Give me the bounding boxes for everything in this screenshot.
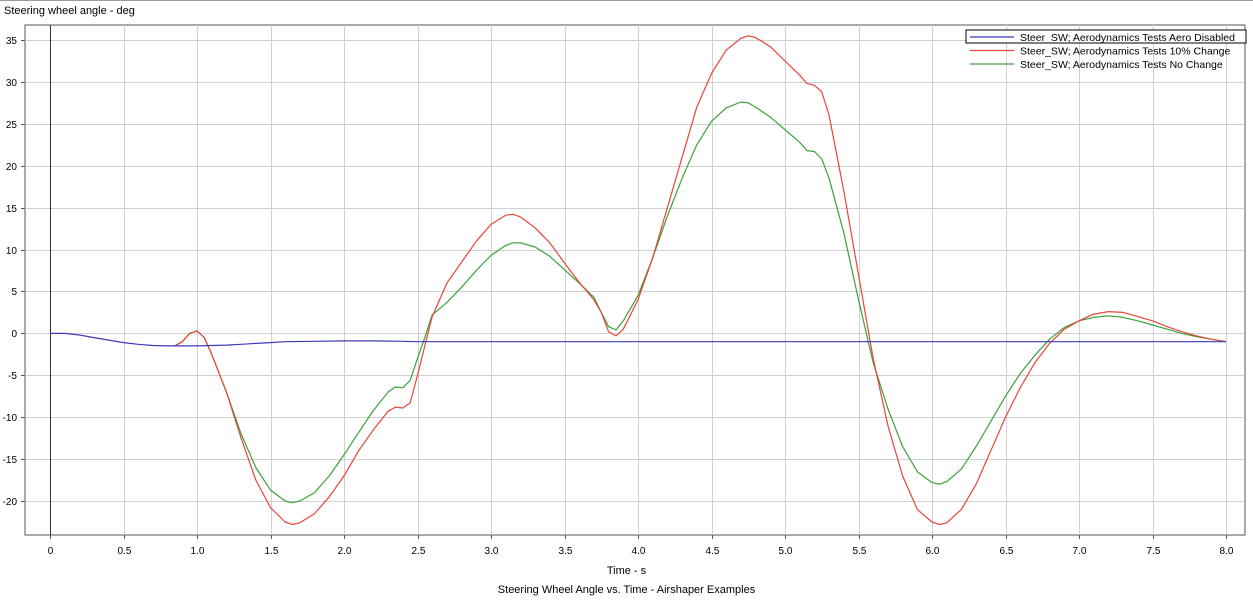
plot-area — [24, 24, 1246, 536]
y-tick-label: 30 — [6, 78, 18, 89]
legend-highlight — [965, 29, 1247, 44]
x-axis-label: Time - s — [606, 565, 647, 577]
y-axis-label: Steering wheel angle - deg — [4, 5, 135, 17]
y-tick-label: 25 — [6, 120, 18, 131]
y-tick-label: 5 — [11, 287, 17, 298]
series-line — [174, 35, 1227, 526]
y-tick-label: 35 — [6, 36, 18, 47]
x-tick-label: 0 — [48, 546, 54, 557]
x-tick-label: 1.5 — [265, 546, 279, 557]
x-tick-label: 0.5 — [118, 546, 132, 557]
chart-title: Steering Wheel Angle vs. Time - Airshape… — [497, 584, 756, 596]
x-tick-label: 3.0 — [485, 546, 499, 557]
x-tick-label: 8.0 — [1220, 546, 1234, 557]
y-tick-label: -20 — [3, 497, 18, 508]
x-tick-label: 5.0 — [779, 546, 793, 557]
x-tick-label: 6.0 — [926, 546, 940, 557]
y-tick-label: 15 — [6, 204, 18, 215]
x-tick-label: 4.5 — [706, 546, 720, 557]
x-tick-label: 2.0 — [338, 546, 352, 557]
x-tick-label: 6.5 — [1000, 546, 1014, 557]
series-line — [174, 101, 1227, 504]
y-tick-label: -15 — [3, 455, 18, 466]
y-tick-label: -10 — [3, 413, 18, 424]
top-border — [0, 0, 1253, 1]
series-line — [50, 332, 1226, 347]
y-tick-label: 10 — [6, 246, 18, 257]
y-tick-label: -5 — [8, 371, 17, 382]
x-tick-label: 2.5 — [412, 546, 426, 557]
legend-label: Steer_SW; Aerodynamics Tests No Change — [1020, 59, 1223, 71]
x-tick-label: 7.5 — [1147, 546, 1161, 557]
y-tick-label: 20 — [6, 162, 18, 173]
x-tick-label: 7.0 — [1073, 546, 1087, 557]
y-tick-label: 0 — [11, 329, 17, 340]
x-tick-label: 3.5 — [559, 546, 573, 557]
x-tick-label: 5.5 — [853, 546, 867, 557]
x-tick-label: 4.0 — [632, 546, 646, 557]
x-tick-label: 1.0 — [191, 546, 205, 557]
legend-label: Steer_SW; Aerodynamics Tests Aero Disabl… — [1020, 32, 1235, 44]
legend-label: Steer_SW; Aerodynamics Tests 10% Change — [1020, 45, 1230, 57]
